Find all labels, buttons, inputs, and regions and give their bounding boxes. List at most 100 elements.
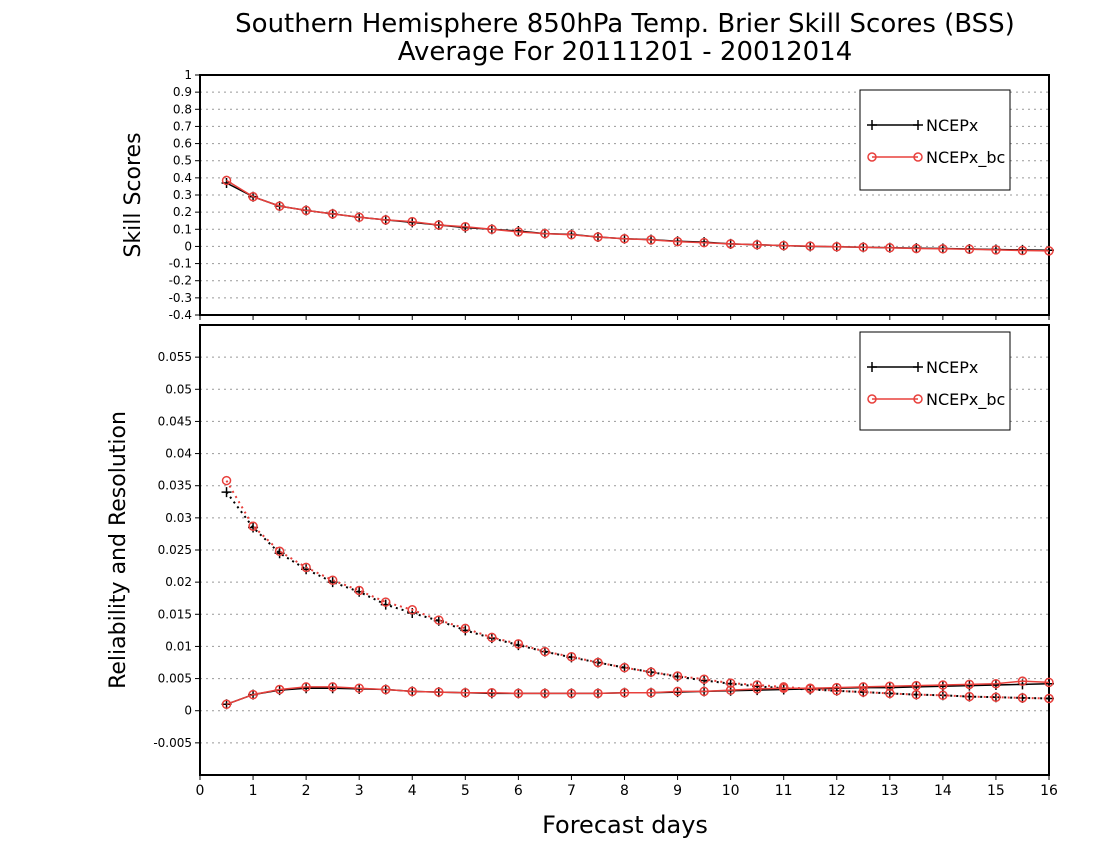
- bottom-x-tick-label: 2: [302, 783, 311, 799]
- bottom-legend-marker-ncepx: [913, 362, 923, 372]
- bottom-point-ncepx_bc: [885, 681, 895, 692]
- bottom-point-ncepx_bc: [301, 562, 311, 573]
- bottom-point-ncepx_bc: [248, 689, 258, 700]
- bottom-point-ncepx_bc: [248, 521, 258, 531]
- bottom-x-tick-label: 8: [620, 783, 629, 799]
- reliability-resolution-panel: -0.005 0 0.005 0.01 0.015 0.02 0.025 0.03 0.035 0…: [106, 324, 1058, 799]
- bottom-y-tick-label: 0.05: [165, 382, 192, 396]
- top-point-ncepx_bc: [911, 243, 922, 254]
- bottom-y-tick-label: 0.01: [165, 639, 192, 653]
- top-y-tick-label: -0.3: [169, 291, 192, 305]
- bottom-y-tick-label: 0.005: [158, 672, 192, 686]
- chart-title: Southern Hemisphere 850hPa Temp. Brier S…: [235, 9, 1015, 39]
- top-point-ncepx_bc: [301, 205, 311, 216]
- top-legend-marker-ncepx: [867, 120, 877, 130]
- bottom-point-ncepx_bc: [566, 688, 577, 699]
- bottom-legend-box: [859, 331, 1011, 431]
- bottom-series-ncepx_bc-reliability: [226, 680, 1050, 706]
- bottom-x-tick-label: 9: [673, 783, 682, 799]
- top-series-ncepx_bc-line: [226, 179, 1050, 252]
- bottom-point-ncepx_bc: [1044, 693, 1054, 704]
- bottom-point-ncepx_bc: [885, 688, 895, 699]
- bottom-point-ncepx_bc: [911, 689, 922, 700]
- top-y-tick-label: -0.1: [169, 257, 192, 271]
- bottom-point-ncepx: [221, 487, 232, 498]
- top-point-ncepx_bc: [248, 191, 258, 202]
- top-y-tick-label: 0: [184, 239, 192, 253]
- bottom-point-ncepx_bc: [646, 687, 656, 698]
- bottom-x-tick-label: 11: [775, 783, 793, 799]
- bottom-point-ncepx_bc: [1017, 676, 1028, 686]
- top-point-ncepx_bc: [434, 220, 444, 230]
- bottom-legend-label-ncepx_bc: NCEPx_bc: [926, 390, 1005, 410]
- bottom-point-ncepx_bc: [407, 686, 417, 697]
- bottom-x-tick-label: 12: [828, 783, 846, 799]
- top-point-ncepx_bc: [725, 239, 736, 249]
- top-point-ncepx_bc: [646, 235, 656, 245]
- top-y-tick-label: 0.8: [173, 102, 192, 116]
- bottom-x-tick-label: 0: [196, 783, 205, 799]
- top-point-ncepx_bc: [460, 221, 471, 232]
- bottom-point-ncepx_bc: [964, 691, 975, 702]
- bottom-point-ncepx_bc: [460, 687, 471, 698]
- bottom-point-ncepx_bc: [327, 682, 338, 692]
- bottom-point-ncepx_bc: [725, 678, 736, 688]
- top-point-ncepx_bc: [672, 236, 683, 247]
- top-point-ncepx_bc: [327, 209, 338, 219]
- bottom-point-ncepx_bc: [964, 679, 975, 690]
- top-point-ncepx_bc: [938, 244, 948, 254]
- bottom-point-ncepx_bc: [832, 682, 842, 693]
- bottom-x-tick-label: 15: [987, 783, 1005, 799]
- bottom-x-tick-label: 5: [461, 783, 470, 799]
- top-point-ncepx_bc: [778, 240, 789, 251]
- bottom-x-tick-label: 4: [408, 783, 417, 799]
- bottom-point-ncepx_bc: [858, 682, 869, 692]
- top-y-tick-label: 0.3: [173, 188, 192, 202]
- top-y-tick-label: 0.4: [173, 171, 192, 185]
- top-point-ncepx_bc: [885, 243, 895, 253]
- bottom-point-ncepx_bc: [513, 639, 524, 649]
- bottom-point-ncepx_bc: [354, 585, 364, 596]
- bottom-y-tick-label: 0.045: [158, 414, 192, 428]
- bottom-point-ncepx_bc: [832, 686, 842, 696]
- bottom-point-ncepx_bc: [380, 684, 391, 695]
- top-point-ncepx_bc: [832, 242, 842, 252]
- top-point-ncepx_bc: [354, 212, 364, 223]
- bottom-legend-marker-ncepx_bc: [867, 394, 877, 404]
- bottom-point-ncepx_bc: [1017, 693, 1028, 703]
- bottom-point-ncepx_bc: [301, 682, 311, 692]
- bottom-point-ncepx_bc: [619, 687, 630, 698]
- bottom-point-ncepx_bc: [487, 632, 497, 643]
- bottom-point-ncepx_bc: [672, 671, 683, 681]
- bottom-point-ncepx_bc: [274, 684, 285, 695]
- bottom-x-tick-label: 6: [514, 783, 523, 799]
- top-point-ncepx_bc: [487, 224, 497, 235]
- top-point-ncepx_bc: [964, 244, 975, 254]
- bottom-point-ncepx_bc: [938, 690, 948, 701]
- top-point-ncepx_bc: [380, 215, 391, 225]
- top-legend-marker-ncepx: [913, 120, 923, 130]
- bottom-point-ncepx_bc: [593, 688, 603, 699]
- bottom-x-tick-label: 1: [249, 783, 258, 799]
- top-y-tick-label: 0.2: [173, 205, 192, 219]
- bottom-point-ncepx_bc: [1044, 677, 1054, 688]
- bottom-point-ncepx_bc: [858, 687, 869, 697]
- bottom-point-ncepx_bc: [699, 674, 709, 684]
- top-point-ncepx_bc: [540, 228, 550, 239]
- top-point-ncepx_bc: [991, 245, 1001, 255]
- bottom-y-tick-label: 0.04: [165, 447, 192, 461]
- bottom-point-ncepx_bc: [221, 475, 232, 486]
- bottom-legend-marker-ncepx_bc: [913, 394, 923, 404]
- top-point-ncepx_bc: [566, 230, 577, 240]
- top-legend-label-ncepx: NCEPx: [926, 116, 978, 135]
- bottom-y-tick-label: 0.03: [165, 511, 192, 525]
- top-y-tick-label: -0.4: [169, 308, 192, 322]
- bottom-point-ncepx_bc: [619, 662, 630, 673]
- bottom-plot-frame: [199, 324, 1050, 776]
- bottom-point-ncepx_bc: [593, 657, 603, 668]
- bottom-point-ncepx_bc: [354, 683, 364, 693]
- bottom-point-ncepx_bc: [699, 686, 709, 697]
- skill-scores-panel: -0.4 -0.3 -0.2 -0.1 0 0.1 0.2 0.3 0.4 0.5 0.6 0.7 0.…: [121, 68, 1054, 322]
- bottom-y-tick-label: 0.055: [158, 350, 192, 364]
- bottom-point-ncepx_bc: [991, 692, 1001, 702]
